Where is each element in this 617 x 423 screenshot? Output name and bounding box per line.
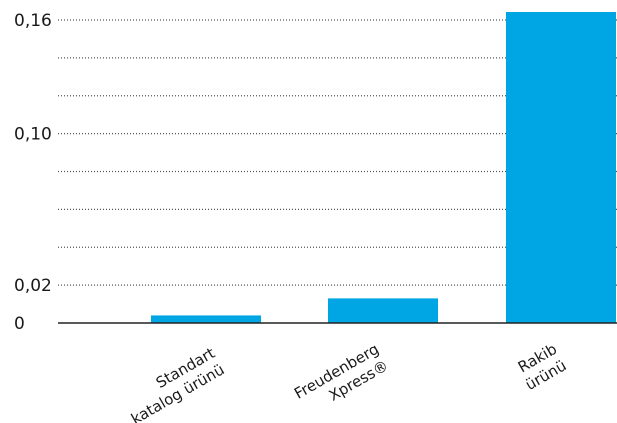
category-label-text: Rakibürünü xyxy=(513,340,570,394)
y-tick-label: 0,10 xyxy=(14,125,52,145)
bar xyxy=(151,315,261,323)
x-category-label: Standartkatalog ürünü xyxy=(118,344,228,423)
category-label-text: FreudenbergXpress® xyxy=(291,340,391,419)
y-tick-label: 0 xyxy=(14,314,25,334)
category-label-text: Standartkatalog ürünü xyxy=(118,344,227,423)
y-tick-label: 0,02 xyxy=(14,276,52,296)
x-category-label: FreudenbergXpress® xyxy=(291,340,391,419)
x-category-labels: Standartkatalog ürünü FreudenbergXpress® R… xyxy=(118,340,570,423)
gridlines xyxy=(58,19,617,286)
x-category-label: Rakibürünü xyxy=(513,340,570,394)
y-tick-label: 0,16 xyxy=(14,11,52,31)
y-tick-labels: 0,16 0,10 0,02 0 xyxy=(14,11,52,334)
bars xyxy=(151,12,616,323)
bar xyxy=(506,12,616,323)
bar xyxy=(328,298,438,323)
